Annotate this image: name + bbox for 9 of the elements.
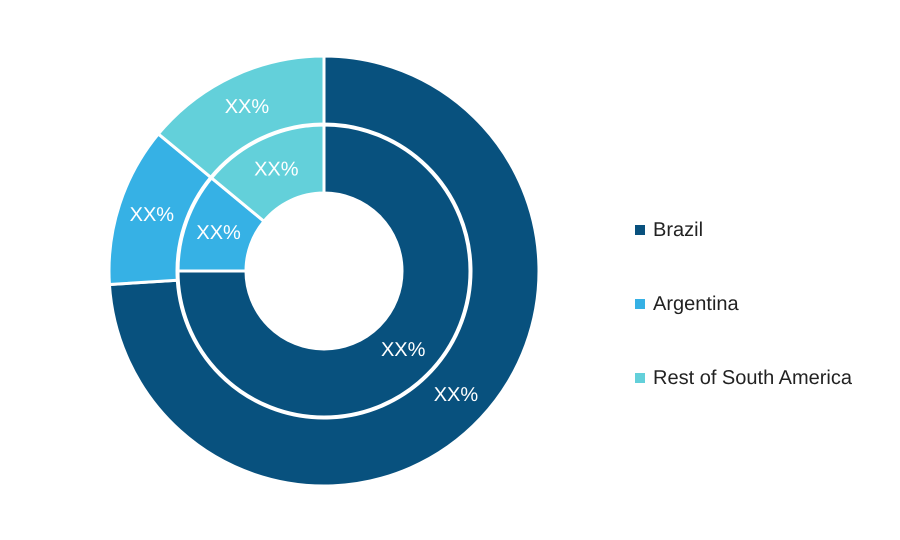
- legend-label: Brazil: [653, 218, 704, 242]
- data-label: XX%: [224, 96, 270, 118]
- data-label: XX%: [380, 339, 426, 362]
- data-label: XX%: [254, 158, 299, 181]
- legend-label: Argentina: [653, 292, 739, 316]
- data-label: XX%: [196, 222, 242, 244]
- legend-label: Rest of South America: [653, 366, 852, 390]
- data-label: XX%: [434, 384, 478, 406]
- data-label: XX%: [130, 204, 174, 226]
